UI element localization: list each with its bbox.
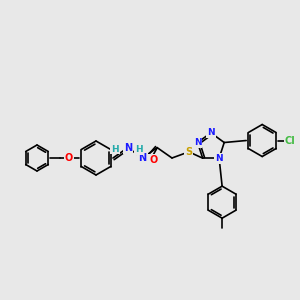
Text: N: N <box>215 154 223 163</box>
Text: H: H <box>111 145 119 154</box>
Text: H: H <box>135 146 142 154</box>
Text: N: N <box>207 128 215 137</box>
Text: N: N <box>124 143 132 153</box>
Text: N: N <box>194 138 201 147</box>
Text: S: S <box>185 147 193 157</box>
Text: O: O <box>65 153 73 163</box>
Text: O: O <box>149 155 158 165</box>
Text: N: N <box>138 153 147 163</box>
Text: Cl: Cl <box>285 136 296 146</box>
